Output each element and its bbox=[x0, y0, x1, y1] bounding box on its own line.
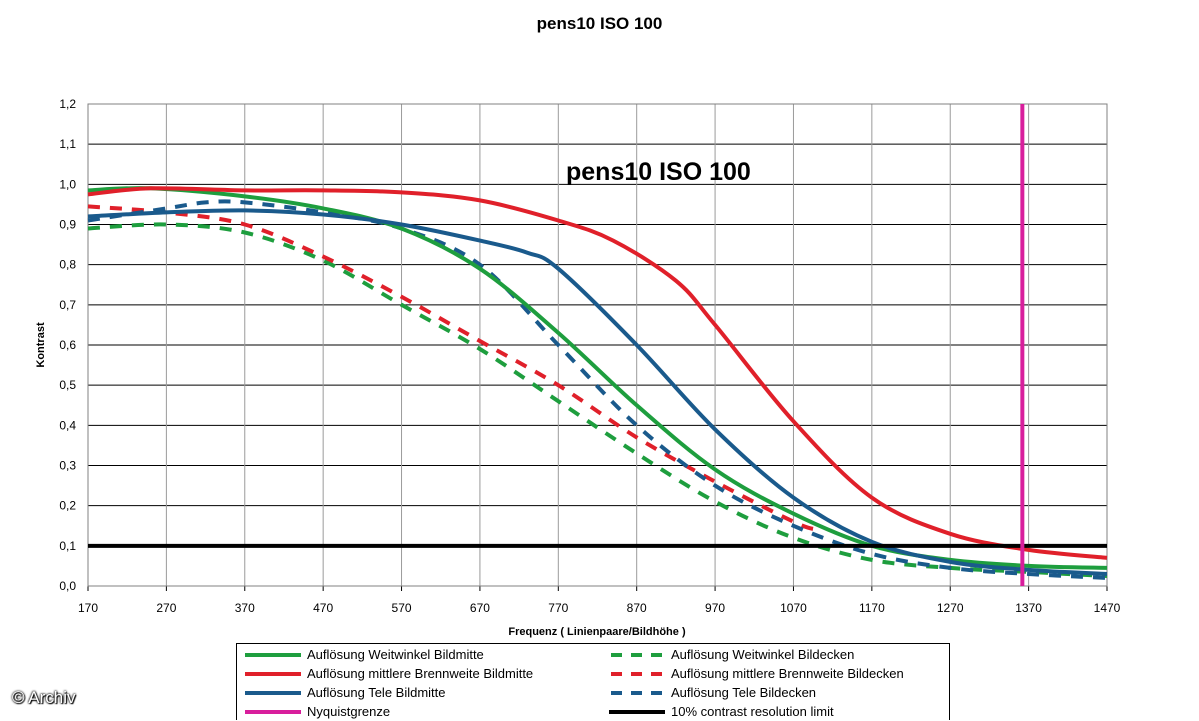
legend-label: Auflösung mittlere Brennweite Bildmitte bbox=[307, 666, 534, 681]
legend-label: 10% contrast resolution limit bbox=[671, 704, 834, 719]
y-tick-label: 0,6 bbox=[59, 338, 76, 352]
x-tick-label: 1270 bbox=[937, 601, 964, 615]
legend-item: Auflösung Tele Bildecken bbox=[607, 683, 816, 702]
legend-swatch bbox=[607, 645, 667, 664]
chart-title: pens10 ISO 100 bbox=[536, 14, 663, 33]
legend: Auflösung Weitwinkel Bildmitte Auflösung … bbox=[236, 643, 950, 720]
x-tick-label: 970 bbox=[705, 601, 725, 615]
legend-label: Auflösung Weitwinkel Bildmitte bbox=[307, 647, 484, 662]
legend-swatch bbox=[243, 645, 303, 664]
legend-item: Nyquistgrenze bbox=[243, 702, 390, 721]
x-axis-label: Frequenz ( Linienpaare/Bildhöhe ) bbox=[508, 626, 686, 638]
y-tick-label: 0,2 bbox=[59, 499, 76, 513]
y-tick-label: 0,8 bbox=[59, 258, 76, 272]
legend-swatch bbox=[243, 702, 303, 721]
x-tick-label: 470 bbox=[313, 601, 333, 615]
series-auflösung-mittlere-brennweite-bildecken bbox=[87, 204, 818, 532]
y-tick-label: 0,1 bbox=[59, 539, 76, 553]
legend-item: Auflösung mittlere Brennweite Bildmitte bbox=[243, 664, 533, 683]
x-tick-label: 170 bbox=[78, 601, 98, 615]
y-tick-label: 0,7 bbox=[59, 298, 76, 312]
series-auflösung-mittlere-brennweite-bildmitte bbox=[87, 186, 1108, 560]
x-tick-labels: 170 270 370 470 570 670 770 870 970 1070 1170 1270 1… bbox=[78, 601, 1121, 615]
watermark: © Archiv bbox=[12, 688, 76, 707]
x-tick-label: 270 bbox=[156, 601, 176, 615]
legend-label: Auflösung Weitwinkel Bildecken bbox=[671, 647, 855, 662]
x-tick-label: 770 bbox=[548, 601, 568, 615]
x-tick-label: 1170 bbox=[859, 601, 885, 615]
y-tick-label: 0,9 bbox=[59, 218, 76, 232]
series-auflösung-weitwinkel-bildecken bbox=[87, 222, 1108, 578]
line-chart: 0,00,10,20,30,40,50,60,70,80,91,01,11,2 … bbox=[35, 97, 1121, 638]
y-tick-label: 0,0 bbox=[59, 579, 76, 593]
y-tick-label: 1,1 bbox=[59, 137, 76, 151]
y-tick-label: 0,3 bbox=[59, 459, 76, 473]
legend-item: 10% contrast resolution limit bbox=[607, 702, 834, 721]
legend-item: Auflösung Tele Bildmitte bbox=[243, 683, 446, 702]
series-auflösung-tele-bildecken bbox=[87, 199, 1108, 580]
legend-swatch bbox=[243, 683, 303, 702]
x-tick-label: 1070 bbox=[780, 601, 807, 615]
legend-swatch bbox=[607, 664, 667, 683]
series-auflösung-tele-bildmitte bbox=[87, 208, 1108, 576]
x-tick-label: 570 bbox=[392, 601, 412, 615]
y-tick-label: 1,2 bbox=[59, 97, 76, 111]
legend-swatch bbox=[607, 683, 667, 702]
x-tick-label: 870 bbox=[627, 601, 647, 615]
x-tick-label: 1370 bbox=[1015, 601, 1042, 615]
legend-label: Auflösung Tele Bildmitte bbox=[307, 685, 446, 700]
y-tick-label: 1,0 bbox=[59, 177, 76, 191]
legend-label: Auflösung Tele Bildecken bbox=[671, 685, 817, 700]
y-tick-labels: 0,0 0,1 0,2 0,3 0,4 0,5 0,6 0,7 0,8 0,9 1,0 1,1 1,2 bbox=[59, 97, 76, 593]
plot-frame bbox=[87, 103, 1108, 587]
legend-label: Auflösung mittlere Brennweite Bildecken bbox=[671, 666, 904, 681]
legend-label: Nyquistgrenze bbox=[307, 704, 391, 719]
x-tick-label: 670 bbox=[470, 601, 490, 615]
y-tick-label: 0,5 bbox=[59, 378, 76, 392]
series-auflösung-weitwinkel-bildmitte bbox=[87, 186, 1108, 570]
legend-item: Auflösung Weitwinkel Bildecken bbox=[607, 645, 854, 664]
series-layer bbox=[87, 104, 1108, 586]
y-axis-label: Kontrast bbox=[35, 322, 47, 368]
x-tick-label: 370 bbox=[235, 601, 255, 615]
y-tick-label: 0,4 bbox=[59, 418, 76, 432]
legend-item: Auflösung mittlere Brennweite Bildecken bbox=[607, 664, 904, 683]
grid-layer bbox=[87, 103, 1108, 591]
legend-item: Auflösung Weitwinkel Bildmitte bbox=[243, 645, 484, 664]
x-tick-label: 1470 bbox=[1094, 601, 1121, 615]
plot-area-title: pens10 ISO 100 bbox=[566, 158, 751, 186]
legend-swatch bbox=[243, 664, 303, 683]
legend-swatch bbox=[607, 702, 667, 721]
